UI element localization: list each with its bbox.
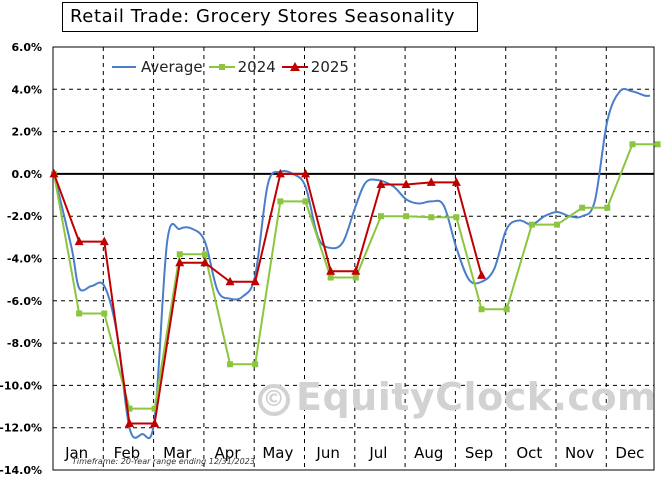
data-point-2024 [302,198,309,205]
data-point-2025 [477,270,487,279]
data-point-2024 [478,306,485,313]
legend-label-2025: 2025 [310,58,349,76]
x-tick-label: Oct [516,444,542,462]
y-tick-label: -8.0% [7,337,42,350]
data-point-2025 [250,276,260,286]
data-point-2025 [451,177,461,186]
legend-label-2024: 2024 [237,58,276,76]
x-tick-label: Jul [368,444,387,462]
data-point-2024 [151,405,158,412]
data-point-2024 [528,221,535,228]
legend: Average 2024 2025 [112,58,355,76]
data-point-2024 [453,214,460,221]
legend-2025-triangle-icon [281,62,308,71]
x-tick-label: Aug [414,444,443,462]
x-tick-label: Sep [465,444,493,462]
copyright-icon: © [258,384,290,416]
data-point-2024 [604,204,611,211]
data-point-2025 [301,168,310,178]
data-point-2025 [351,266,361,275]
data-point-2024 [252,361,259,368]
x-tick-label: Jun [315,444,339,462]
y-tick-label: -10.0% [0,379,42,392]
legend-2024-square-icon [208,64,235,70]
y-tick-label: -14.0% [0,464,42,477]
data-point-2025 [200,257,210,267]
legend-average-line-icon [112,66,136,68]
data-point-2024 [327,274,334,281]
data-point-2024 [101,310,108,317]
x-axis-ticks: Jan Feb Mar Apr May Jun Jul Aug Sep Oct Nov Dec [64,444,644,462]
data-point-2025 [175,257,185,267]
data-point-2024 [579,204,586,211]
legend-item-2024: 2024 [208,58,276,76]
data-point-2024 [428,214,435,221]
data-point-2025 [225,276,235,286]
grid-lines [53,47,654,470]
x-tick-label: Jan [64,444,88,462]
series-layer [49,88,661,440]
x-tick-label: Apr [215,444,242,462]
data-point-2024 [654,141,661,148]
data-point-2024 [227,361,234,368]
data-point-2025 [74,236,84,246]
data-point-2025 [150,418,160,427]
data-point-2024 [76,310,83,317]
data-point-2024 [352,274,359,281]
data-point-2024 [503,306,510,313]
watermark-text: EquityClock.com [296,375,658,419]
data-point-2025 [99,236,109,246]
legend-item-2025: 2025 [281,58,349,76]
x-tick-label: Feb [114,444,141,462]
data-point-2024 [277,198,284,205]
timeframe-footnote: Timeframe: 20-Year range ending 12/31/20… [72,457,255,466]
data-point-2025 [124,418,134,427]
x-tick-label: Nov [565,444,594,462]
data-point-2024 [176,251,183,258]
legend-label-average: Average [141,58,203,76]
series-line-2025 [53,172,483,425]
watermark: © EquityClock.com [258,375,657,419]
y-tick-label: -2.0% [7,210,42,223]
y-tick-label: 4.0% [11,83,42,96]
chart-title: Retail Trade: Grocery Stores Seasonality [62,2,478,32]
data-point-2025 [401,179,411,188]
y-tick-label: 6.0% [11,41,42,54]
data-point-2025 [275,168,285,178]
data-point-2025 [426,177,436,186]
x-tick-label: Mar [163,444,192,462]
x-tick-label: Dec [615,444,644,462]
data-point-2025 [326,266,336,275]
data-point-2024 [403,213,410,220]
x-tick-label: May [262,444,293,462]
data-point-2024 [126,405,133,412]
y-tick-label: -12.0% [0,422,42,435]
data-point-2024 [377,213,384,220]
y-axis-ticks: 6.0% 4.0% 2.0% 0.0% -2.0% -4.0% -6.0% -8.0% -10.… [0,41,42,477]
legend-item-average: Average [112,58,203,76]
data-point-2024 [554,221,560,228]
y-tick-label: -6.0% [7,295,42,308]
data-point-2024 [201,251,208,258]
data-point-2025 [376,179,386,188]
data-point-2025 [49,168,59,178]
data-point-2024 [629,141,636,148]
y-tick-label: -4.0% [7,253,42,266]
y-tick-label: 2.0% [11,126,42,139]
y-tick-label: 0.0% [11,168,42,181]
